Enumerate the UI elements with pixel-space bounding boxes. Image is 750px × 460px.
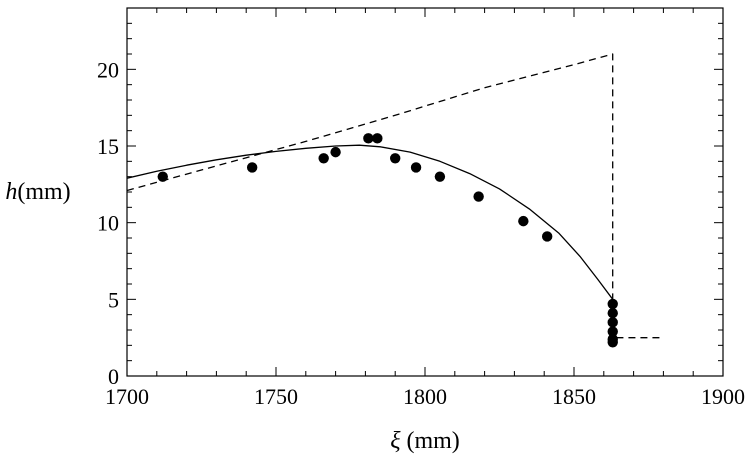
data-point [318, 153, 329, 164]
x-tick-label: 1700 [105, 384, 149, 409]
data-point [372, 133, 383, 144]
dashed-curve [126, 53, 664, 339]
data-point [363, 133, 374, 144]
y-axis-label: h(mm) [5, 179, 70, 205]
x-tick-label: 1800 [403, 384, 447, 409]
data-point [330, 146, 341, 158]
plot-frame [126, 7, 724, 377]
data-point [390, 153, 401, 164]
series-points-group [157, 133, 618, 348]
x-tick-label: 1850 [552, 384, 596, 409]
data-point [434, 171, 446, 182]
x-tick-label: 1750 [254, 384, 298, 409]
data-point [410, 162, 422, 173]
data-point [607, 307, 618, 319]
x-axis-label: ξ (mm) [390, 428, 460, 454]
tick-group: 1700 1750 1800 1850 1900 0 5 10 15 20 [97, 7, 745, 409]
y-tick-label: 5 [108, 287, 119, 312]
y-tick-label: 15 [97, 134, 119, 159]
y-tick-label: 20 [97, 57, 119, 82]
data-point [518, 215, 529, 227]
data-point [473, 191, 484, 202]
solid-curve [126, 144, 614, 300]
y-tick-label: 0 [108, 364, 119, 389]
data-point [607, 337, 618, 348]
data-point [607, 317, 618, 328]
data-point [157, 171, 168, 182]
series-lines-group [126, 53, 664, 339]
y-tick-label: 10 [97, 211, 119, 236]
data-point [541, 231, 553, 242]
data-point [607, 326, 618, 337]
data-point [607, 298, 618, 310]
data-point [246, 162, 258, 173]
x-tick-label: 1900 [701, 384, 745, 409]
